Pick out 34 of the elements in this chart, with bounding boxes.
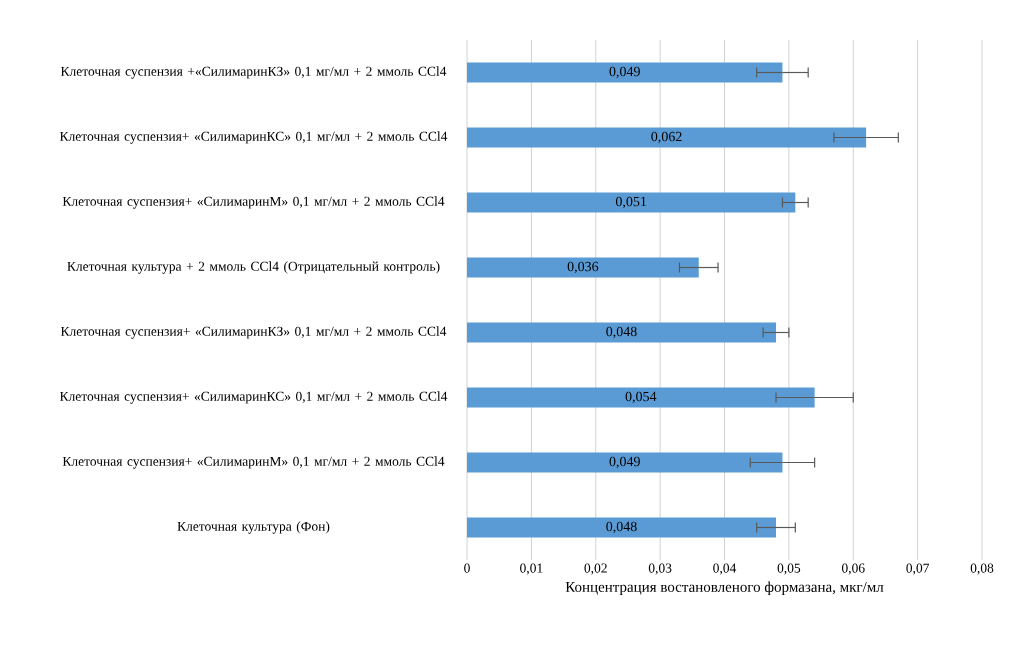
x-tick-label: 0,06	[841, 563, 865, 575]
y-tick-label: Клеточная суспензия+ «СилимаринКС» 0,1 мг/мл + 2 ммоль CCl4	[59, 131, 448, 144]
bar	[467, 62, 783, 83]
bar	[467, 452, 783, 473]
bar	[467, 127, 867, 148]
data-label: 0,048	[606, 326, 637, 339]
data-label: 0,048	[606, 521, 637, 534]
y-tick-label: Клеточная культура (Фон)	[177, 521, 330, 534]
x-tick-label: 0,05	[777, 563, 801, 575]
y-tick-label: Клеточная суспензия +«СилимаринКЗ» 0,1 мг/мл + 2 ммоль CCl4	[60, 66, 447, 79]
y-tick-label: Клеточная суспензия+ «СилимаринМ» 0,1 мг/мл + 2 ммоль CCl4	[62, 196, 445, 209]
data-label: 0,036	[567, 261, 599, 274]
data-label: 0,049	[609, 456, 640, 469]
x-tick-label: 0,03	[648, 563, 672, 575]
bar	[467, 192, 796, 213]
bar	[467, 322, 776, 343]
x-tick-label: 0,04	[713, 563, 737, 575]
bar	[467, 387, 815, 408]
bar	[467, 517, 776, 538]
y-tick-label: Клеточная суспензия+ «СилимаринКС» 0,1 мг/мл + 2 ммоль CCl4	[59, 391, 448, 404]
x-tick-label: 0,07	[906, 563, 930, 575]
data-label: 0,062	[651, 131, 682, 144]
x-axis-title: Концентрация востановленого формазана, мкг/мл	[565, 581, 884, 596]
bar	[467, 257, 699, 278]
y-tick-label: Клеточная суспензия+ «СилимаринКЗ» 0,1 мг/мл + 2 ммоль CCl4	[60, 326, 447, 339]
y-tick-label: Клеточная культура + 2 ммоль CCl4 (Отрицательный контроль)	[67, 261, 440, 274]
y-tick-label: Клеточная суспензия+ «СилимаринМ» 0,1 мг/мл + 2 ммоль CCl4	[62, 456, 445, 469]
data-label: 0,051	[615, 196, 647, 209]
x-tick-label: 0,08	[970, 563, 994, 575]
data-label: 0,049	[609, 66, 640, 79]
x-tick-label: 0,01	[520, 563, 543, 575]
x-tick-label: 0,02	[584, 563, 607, 575]
data-label: 0,054	[625, 391, 657, 404]
x-tick-label: 0	[464, 563, 470, 573]
